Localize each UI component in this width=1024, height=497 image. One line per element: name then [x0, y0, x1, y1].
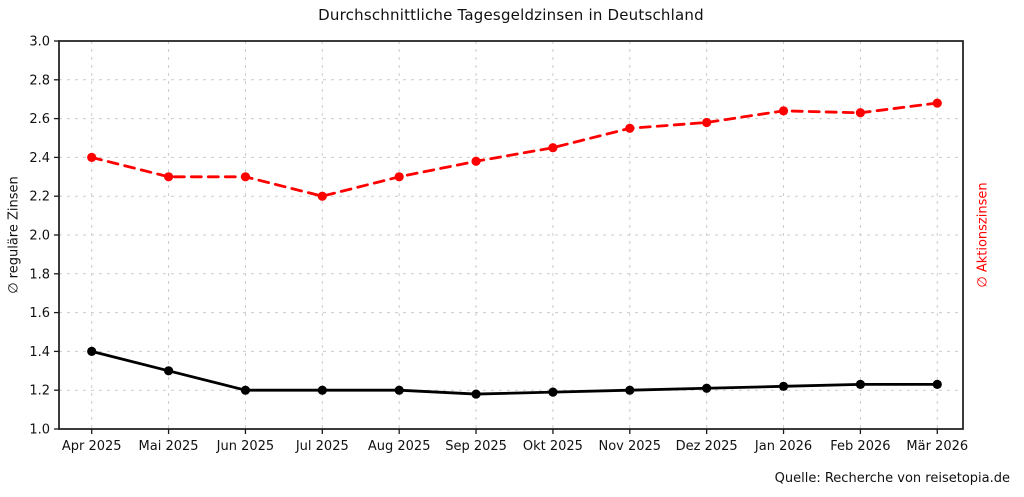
data-point — [855, 108, 866, 118]
x-tick-label: Feb 2026 — [830, 439, 890, 454]
y-tick-label: 3.0 — [29, 35, 50, 50]
x-tick-label: Apr 2025 — [62, 439, 122, 454]
y-tick-label: 2.4 — [29, 151, 50, 166]
data-point — [317, 191, 327, 201]
data-point — [932, 98, 942, 108]
data-point — [87, 152, 97, 162]
y-tick-label: 2.2 — [29, 190, 50, 205]
x-tick-label: Mai 2025 — [139, 439, 199, 454]
x-tick-label: Mär 2026 — [906, 439, 968, 454]
x-tick-label: Jul 2025 — [295, 439, 349, 454]
series-line — [90, 349, 939, 396]
y-tick-label: 1.2 — [29, 384, 50, 399]
y-tick-label: 1.4 — [29, 345, 50, 360]
data-point — [317, 385, 327, 395]
y-tick-label: 1.0 — [29, 423, 50, 438]
data-point — [163, 366, 174, 376]
x-tick-label: Dez 2025 — [676, 439, 738, 454]
data-point — [87, 346, 97, 356]
y-tick-label: 2.6 — [29, 112, 50, 127]
data-point — [778, 381, 789, 391]
x-tick-label: Sep 2025 — [445, 439, 507, 454]
x-tick-label: Jan 2026 — [754, 439, 812, 454]
data-point — [625, 385, 635, 395]
data-point — [702, 383, 712, 393]
y-tick-label: 2.0 — [29, 229, 50, 244]
y-tick-label: 1.6 — [29, 306, 50, 321]
source-note: Quelle: Recherche von reisetopia.de — [774, 471, 1010, 486]
data-point — [240, 385, 251, 395]
data-point — [855, 379, 866, 389]
y-tick-label: 2.8 — [29, 73, 50, 88]
data-point — [163, 172, 174, 182]
data-point — [548, 143, 558, 153]
data-point — [548, 387, 558, 397]
data-point — [394, 172, 404, 182]
data-point — [471, 389, 481, 399]
data-point — [625, 123, 635, 133]
series-line — [90, 101, 939, 198]
data-point — [471, 156, 481, 166]
data-point — [932, 379, 942, 389]
y-tick-label: 1.8 — [29, 267, 50, 282]
data-point — [394, 385, 404, 395]
data-point — [778, 106, 789, 116]
x-tick-label: Okt 2025 — [523, 439, 583, 454]
x-tick-label: Jun 2025 — [216, 439, 275, 454]
chart-title: Durchschnittliche Tagesgeldzinsen in Deu… — [318, 6, 704, 24]
data-point — [240, 172, 251, 182]
x-tick-label: Aug 2025 — [368, 439, 431, 454]
data-point — [702, 117, 712, 128]
x-tick-label: Nov 2025 — [598, 439, 661, 454]
